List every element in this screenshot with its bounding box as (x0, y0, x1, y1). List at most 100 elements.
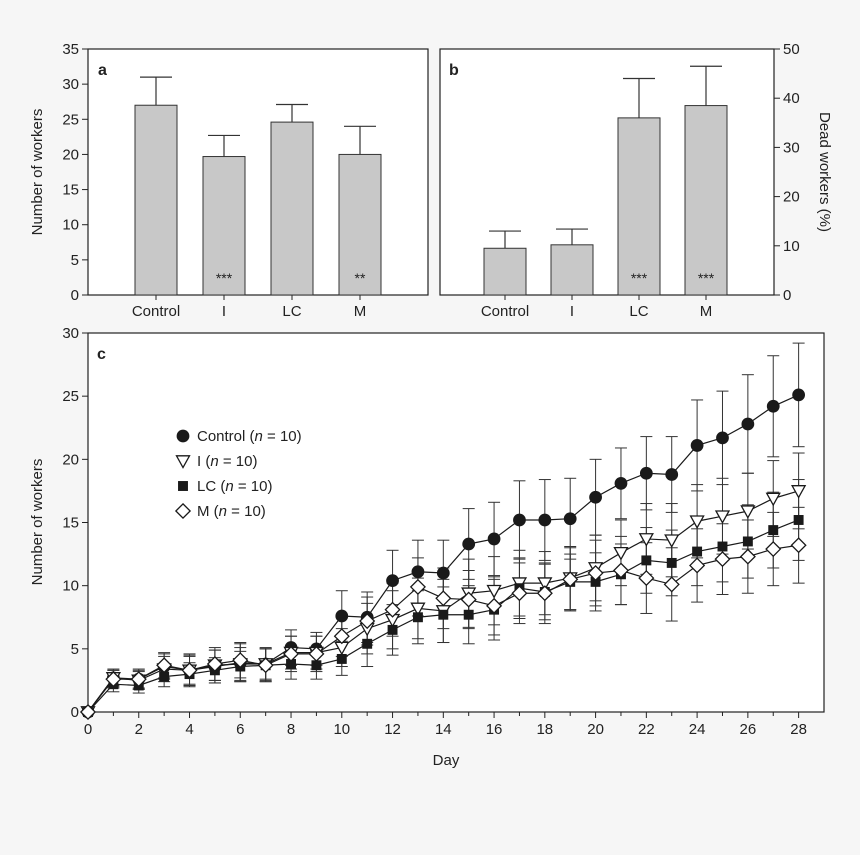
y-tick-label: 0 (71, 287, 79, 304)
x-tick-label: 14 (435, 721, 452, 738)
marker-square (159, 671, 170, 682)
marker-square (768, 525, 779, 536)
marker-square (793, 515, 804, 525)
y-tick-label: 15 (62, 515, 79, 532)
x-tick-label: 8 (287, 721, 295, 738)
marker-circle (690, 439, 704, 452)
marker-square (742, 536, 753, 547)
marker-diamond (181, 662, 198, 679)
panel-a-ylabel: Number of workers (29, 109, 46, 236)
x-tick-label: LC (282, 303, 301, 320)
marker-triangle (664, 534, 680, 549)
panel-c-ylabel: Number of workers (29, 459, 46, 586)
marker-circle (665, 468, 679, 481)
y-tick-label: 20 (62, 451, 79, 468)
marker-circle (462, 537, 476, 551)
y-tick-label: 10 (62, 578, 79, 595)
markers-diamond (79, 537, 807, 721)
marker-triangle (410, 602, 426, 617)
marker-diamond (714, 551, 731, 568)
marker-circle (614, 476, 628, 490)
marker-square (692, 546, 703, 557)
x-tick-label: 10 (333, 721, 350, 738)
marker-diamond (156, 657, 173, 674)
marker-circle (487, 532, 501, 546)
marker-triangle (689, 515, 705, 530)
x-tick-label: 16 (486, 721, 503, 738)
x-tick-label: I (222, 303, 226, 320)
marker-diamond (612, 562, 630, 579)
marker-diamond (790, 537, 807, 554)
marker-circle (741, 417, 755, 431)
panel-c-xlabel: Day (433, 752, 460, 769)
marker-diamond (282, 645, 300, 662)
marker-square (641, 555, 652, 566)
x-tick-label: M (700, 303, 713, 320)
marker-diamond (308, 645, 325, 662)
y-tick-label: 0 (71, 704, 79, 721)
marker-triangle (740, 505, 756, 519)
x-tick-label: 4 (185, 721, 193, 738)
x-tick-label: 0 (84, 721, 92, 738)
marker-circle (716, 431, 729, 445)
x-tick-label: 20 (587, 721, 604, 738)
x-tick-label: Control (481, 303, 529, 320)
marker-circle (176, 429, 190, 443)
x-tick-label: LC (629, 303, 648, 320)
marker-square (463, 609, 474, 620)
marker-triangle (638, 533, 654, 547)
legend-entry: Control (n = 10) (197, 428, 302, 445)
legend: Control (n = 10) I (n = 10) LC (n = 10) M (… (174, 428, 302, 520)
marker-circle (411, 565, 425, 579)
marker-diamond (384, 601, 401, 618)
marker-diamond (105, 671, 122, 688)
marker-square (286, 659, 296, 669)
bar (270, 121, 314, 296)
marker-square (438, 609, 449, 620)
marker-square (412, 612, 423, 623)
panel-b-ylabel: Dead workers (%) (816, 112, 833, 232)
x-tick-label: 6 (236, 721, 244, 738)
x-tick-label: 18 (536, 721, 553, 738)
marker-diamond (638, 570, 655, 587)
marker-triangle (765, 492, 781, 507)
marker-diamond (232, 652, 249, 669)
marker-diamond (511, 585, 528, 602)
significance-label: *** (631, 270, 648, 286)
x-tick-label: 22 (638, 721, 655, 738)
marker-diamond (79, 703, 97, 721)
x-tick-label: 28 (790, 721, 807, 738)
x-tick-label: 26 (740, 721, 757, 738)
marker-diamond (257, 657, 274, 674)
legend-entry: I (n = 10) (197, 453, 257, 470)
marker-square (178, 481, 188, 491)
marker-diamond (409, 578, 426, 595)
y-tick-label: 5 (71, 641, 79, 658)
marker-circle (538, 513, 552, 527)
marker-circle (766, 399, 780, 413)
y-tick-label: 10 (62, 217, 79, 234)
marker-square (387, 624, 398, 635)
panel-c-frame (87, 332, 825, 713)
bar (202, 156, 246, 296)
marker-circle (639, 466, 653, 480)
marker-diamond (460, 591, 477, 608)
marker-circle (589, 490, 602, 504)
marker-diamond (130, 671, 147, 688)
marker-triangle (714, 510, 731, 525)
bar (617, 117, 661, 296)
marker-circle (386, 574, 399, 588)
marker-diamond (486, 597, 503, 614)
x-tick-label: Control (132, 303, 180, 320)
panel-c-label: c (97, 346, 106, 363)
marker-circle (792, 388, 806, 402)
y-tick-label: 40 (783, 90, 800, 107)
panel-a-label: a (98, 62, 107, 79)
marker-diamond (663, 576, 680, 593)
legend-entry: LC (n = 10) (197, 478, 272, 495)
marker-circle (436, 566, 450, 580)
bar (550, 244, 594, 296)
panel-b-label: b (449, 62, 459, 79)
